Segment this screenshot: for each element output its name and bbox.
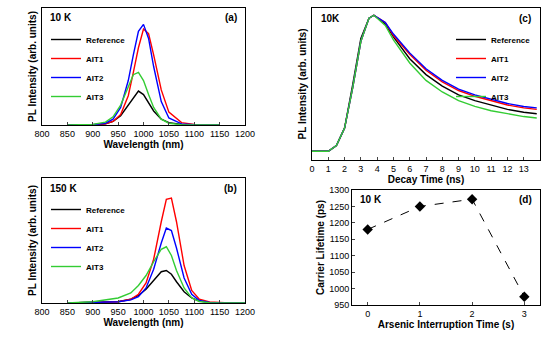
svg-text:0: 0 — [309, 164, 314, 174]
svg-text:1100: 1100 — [185, 129, 204, 139]
svg-text:1050: 1050 — [329, 267, 349, 277]
svg-text:Decay Time (ns): Decay Time (ns) — [388, 174, 465, 185]
svg-text:6: 6 — [407, 164, 412, 174]
svg-text:Wavelength (nm): Wavelength (nm) — [103, 317, 183, 328]
svg-text:150 K: 150 K — [50, 183, 77, 194]
svg-text:Reference: Reference — [86, 206, 125, 215]
svg-text:0: 0 — [365, 309, 370, 319]
svg-text:12: 12 — [502, 164, 512, 174]
svg-text:1200: 1200 — [235, 129, 255, 139]
svg-text:PL Intensity (arb. units): PL Intensity (arb. units) — [27, 11, 38, 122]
svg-text:5: 5 — [391, 164, 396, 174]
svg-text:1: 1 — [417, 309, 422, 319]
svg-text:900: 900 — [85, 307, 100, 317]
svg-text:900: 900 — [85, 129, 100, 139]
svg-text:Reference: Reference — [86, 36, 125, 45]
svg-text:850: 850 — [60, 307, 75, 317]
svg-text:AIT3: AIT3 — [86, 263, 104, 272]
svg-text:9: 9 — [456, 164, 461, 174]
svg-text:1200: 1200 — [329, 218, 349, 228]
svg-text:(d): (d) — [519, 194, 532, 205]
svg-text:AIT1: AIT1 — [86, 225, 104, 234]
svg-text:2: 2 — [470, 309, 475, 319]
svg-text:Reference: Reference — [491, 36, 530, 45]
svg-text:1150: 1150 — [330, 234, 349, 244]
svg-text:PL Intensity (arb. units): PL Intensity (arb. units) — [27, 185, 38, 296]
svg-text:10K: 10K — [321, 13, 340, 24]
svg-text:AIT3: AIT3 — [86, 93, 104, 102]
svg-text:950: 950 — [334, 300, 349, 310]
svg-text:10 K: 10 K — [360, 194, 382, 205]
svg-text:(c): (c) — [519, 13, 531, 24]
svg-text:1150: 1150 — [210, 307, 229, 317]
svg-text:AIT2: AIT2 — [86, 244, 104, 253]
svg-text:950: 950 — [111, 307, 126, 317]
svg-text:(a): (a) — [225, 12, 237, 23]
svg-text:1000: 1000 — [329, 284, 349, 294]
svg-text:10: 10 — [470, 164, 480, 174]
svg-text:1100: 1100 — [330, 251, 349, 261]
svg-text:Arsenic Interruption Time (s): Arsenic Interruption Time (s) — [378, 319, 515, 330]
svg-text:2: 2 — [342, 164, 347, 174]
svg-text:11: 11 — [486, 164, 495, 174]
svg-text:AIT3: AIT3 — [491, 93, 509, 102]
svg-text:1200: 1200 — [235, 307, 255, 317]
svg-text:Wavelength (nm): Wavelength (nm) — [103, 139, 183, 150]
svg-text:1050: 1050 — [159, 129, 179, 139]
svg-text:1050: 1050 — [159, 307, 179, 317]
svg-text:(b): (b) — [224, 183, 237, 194]
svg-text:AIT1: AIT1 — [491, 55, 509, 64]
svg-text:3: 3 — [358, 164, 363, 174]
svg-text:1: 1 — [326, 164, 331, 174]
svg-text:AIT2: AIT2 — [86, 74, 104, 83]
svg-text:8: 8 — [440, 164, 445, 174]
svg-text:13: 13 — [519, 164, 529, 174]
svg-text:Carrier Lifetime (ps): Carrier Lifetime (ps) — [315, 200, 326, 295]
svg-text:800: 800 — [34, 307, 49, 317]
svg-text:AIT1: AIT1 — [86, 55, 104, 64]
svg-text:1000: 1000 — [133, 307, 153, 317]
svg-text:1150: 1150 — [210, 129, 229, 139]
svg-text:7: 7 — [423, 164, 428, 174]
svg-text:850: 850 — [60, 129, 75, 139]
svg-text:10 K: 10 K — [50, 12, 72, 23]
svg-text:1000: 1000 — [133, 129, 153, 139]
svg-text:950: 950 — [111, 129, 126, 139]
svg-text:3: 3 — [522, 309, 527, 319]
svg-text:1300: 1300 — [329, 185, 349, 195]
svg-text:AIT2: AIT2 — [491, 74, 509, 83]
svg-text:1100: 1100 — [185, 307, 204, 317]
svg-text:1250: 1250 — [329, 202, 349, 212]
svg-text:4: 4 — [375, 164, 380, 174]
svg-text:800: 800 — [34, 129, 49, 139]
svg-text:PL Intensity (arb. units): PL Intensity (arb. units) — [297, 29, 308, 140]
